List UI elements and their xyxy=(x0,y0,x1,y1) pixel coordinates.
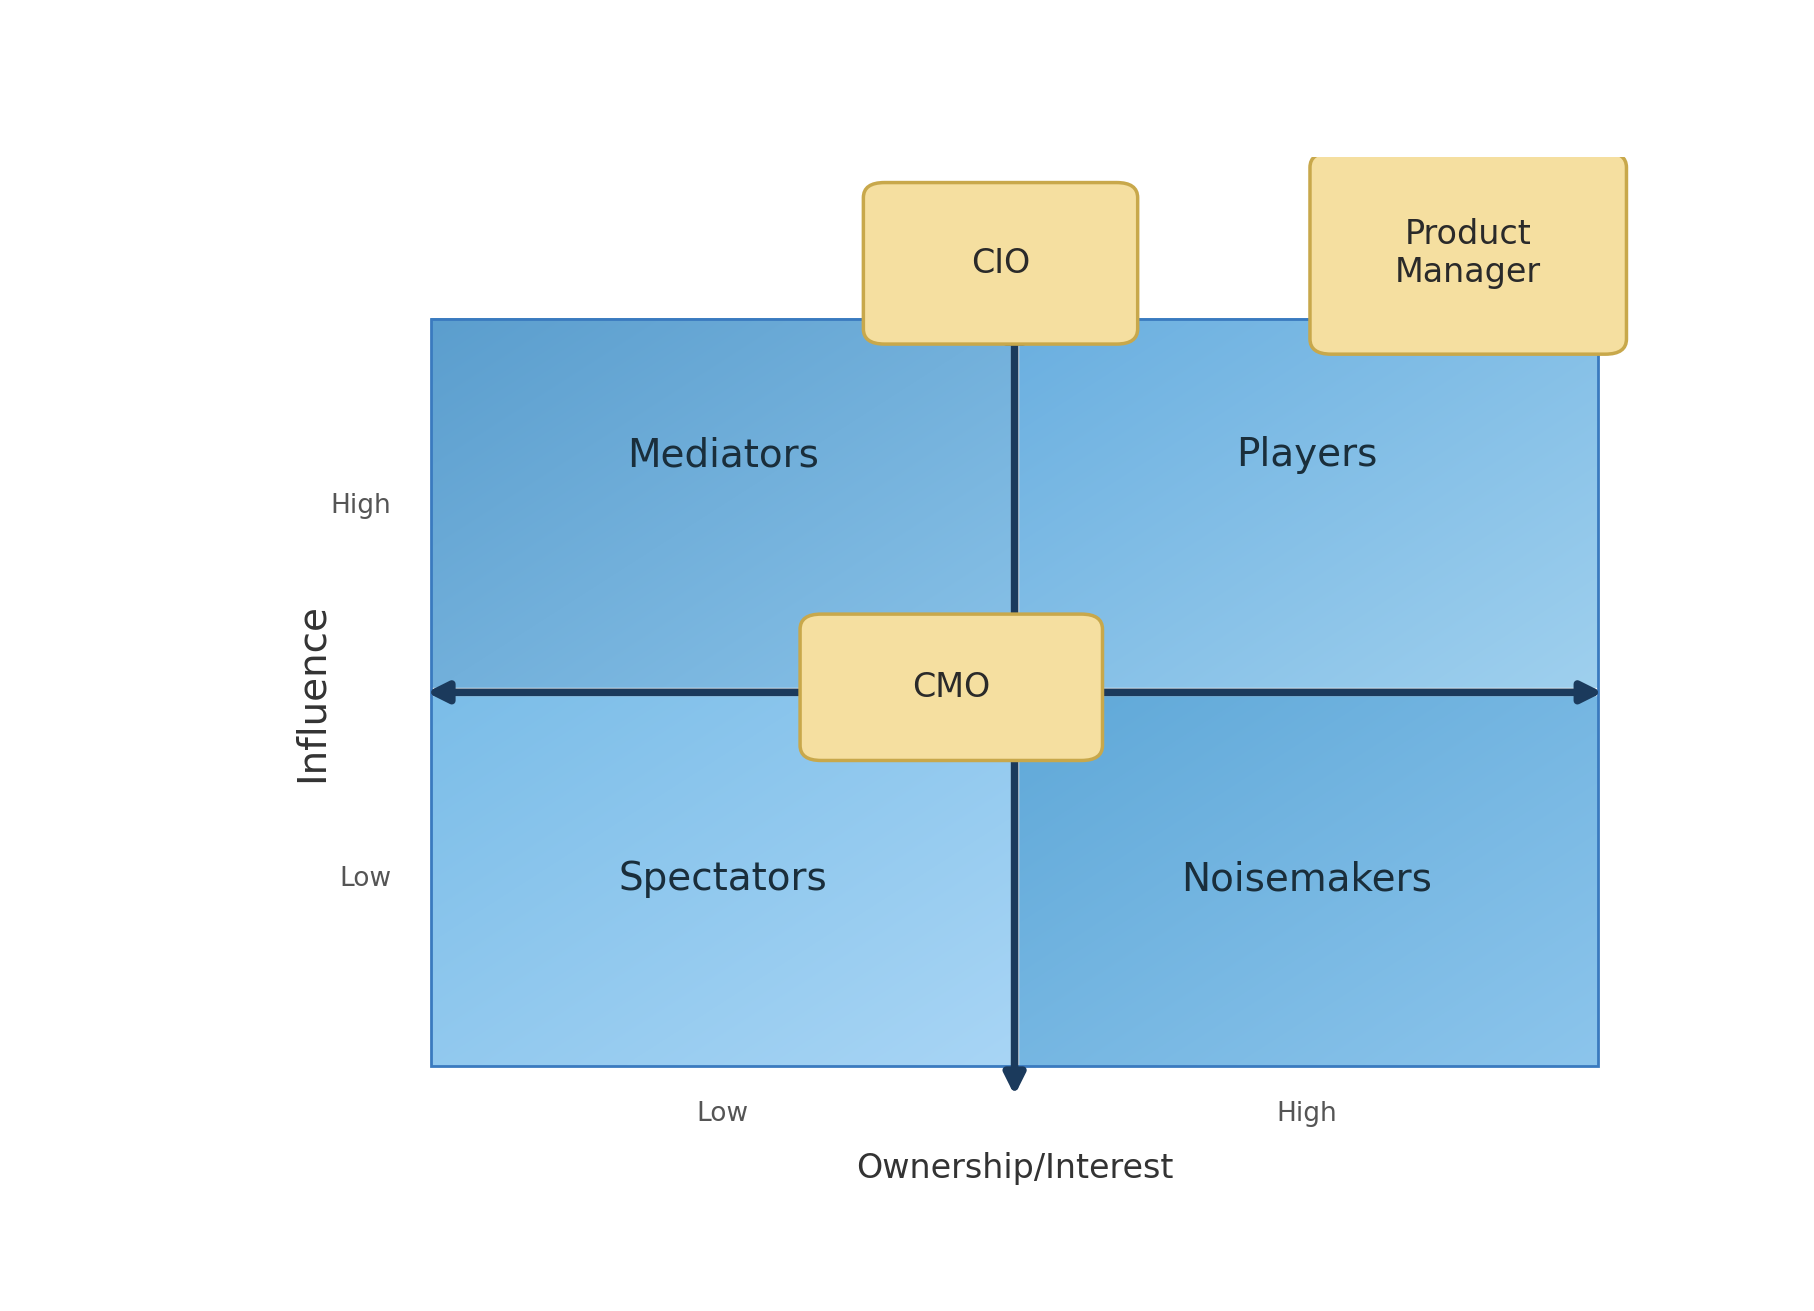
Text: Players: Players xyxy=(1235,437,1377,475)
Text: Low: Low xyxy=(697,1101,749,1127)
FancyBboxPatch shape xyxy=(863,182,1137,343)
Text: CMO: CMO xyxy=(912,671,990,704)
Text: Influence: Influence xyxy=(292,603,330,781)
FancyBboxPatch shape xyxy=(800,614,1101,760)
Text: CIO: CIO xyxy=(970,246,1030,279)
Text: Noisemakers: Noisemakers xyxy=(1181,860,1431,898)
Text: High: High xyxy=(330,493,392,519)
Text: Low: Low xyxy=(339,867,392,891)
Text: Mediators: Mediators xyxy=(626,437,818,475)
Text: Product
Manager: Product Manager xyxy=(1395,218,1540,288)
Text: Spectators: Spectators xyxy=(619,860,827,898)
Text: Ownership/Interest: Ownership/Interest xyxy=(856,1151,1172,1185)
FancyBboxPatch shape xyxy=(1310,152,1625,354)
Text: High: High xyxy=(1275,1101,1337,1127)
